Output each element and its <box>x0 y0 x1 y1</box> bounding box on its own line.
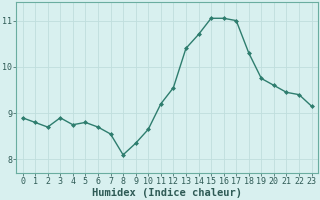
X-axis label: Humidex (Indice chaleur): Humidex (Indice chaleur) <box>92 188 242 198</box>
